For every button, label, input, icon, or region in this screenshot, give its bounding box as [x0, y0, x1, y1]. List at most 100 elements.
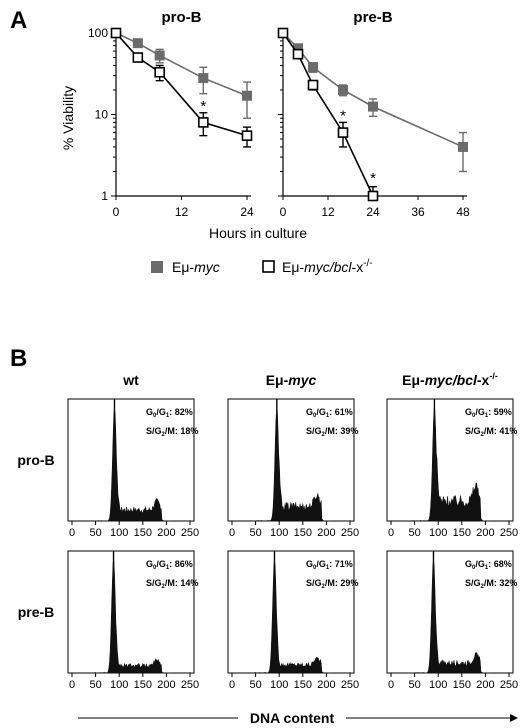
- histogram-x-tick-label: 200: [476, 527, 494, 539]
- histogram-x-tick-label: 250: [181, 679, 199, 691]
- g0g1-percent: G0/G1: 82%: [146, 407, 193, 419]
- histogram-x-tick-label: 250: [341, 527, 359, 539]
- histogram-panel: G0/G1: 86% S/G2/M: 14% 0 50 100 150 200 250: [67, 550, 199, 691]
- histogram-x-tick-label: 50: [89, 527, 101, 539]
- histogram-x-tick-label: 150: [134, 527, 152, 539]
- histogram-x-tick-label: 0: [388, 679, 394, 691]
- data-point-filled: [154, 50, 165, 61]
- x-tick-label: 0: [280, 205, 287, 219]
- histogram-x-tick-label: 100: [270, 527, 288, 539]
- dna-content-histograms: wt Eμ-myc Eμ-myc/bcl-x-/- pro-B pre-B G0/G1: …: [17, 371, 518, 691]
- data-point-open: [367, 190, 379, 202]
- data-point-filled: [198, 73, 209, 84]
- histogram-x-tick-label: 0: [388, 527, 394, 539]
- x-tick-label: 12: [321, 205, 335, 219]
- panel-label-b: B: [10, 345, 27, 372]
- data-point-filled: [308, 62, 318, 73]
- histogram-panel: G0/G1: 59% S/G2/M: 41% 0 50 100 150 200 250: [386, 398, 518, 539]
- histogram-x-tick-label: 150: [453, 679, 471, 691]
- histogram-frame: [67, 398, 195, 522]
- histogram-distribution: [92, 559, 172, 674]
- histogram-x-tick-label: 50: [408, 527, 420, 539]
- histogram-x-tick-label: 50: [249, 527, 261, 539]
- sg2m-percent: S/G2/M: 39%: [306, 426, 358, 438]
- dna-content-axis: DNA content: [78, 710, 518, 726]
- sg2m-percent: S/G2/M: 41%: [465, 426, 517, 438]
- histogram-distribution: [411, 558, 491, 674]
- y-tick-label: 10: [95, 108, 109, 122]
- histogram-frame: [386, 550, 514, 674]
- legend: Eμ-myc Eμ-myc/bcl-x-/-: [151, 258, 373, 275]
- histogram-x-tick-label: 250: [341, 679, 359, 691]
- histogram-x-tick-label: 200: [157, 679, 175, 691]
- x-tick-label: 12: [175, 205, 189, 219]
- y-tick-label: 1: [101, 189, 108, 203]
- data-point-filled: [368, 101, 378, 112]
- histogram-x-tick-label: 200: [317, 527, 335, 539]
- histogram-x-tick-label: 150: [453, 527, 471, 539]
- data-point-open: [154, 66, 165, 78]
- histogram-panel: G0/G1: 71% S/G2/M: 29% 0 50 100 150 200 250: [227, 550, 359, 691]
- data-point-open: [132, 52, 144, 63]
- chart-title: pre-B: [353, 9, 392, 26]
- sg2m-percent: S/G2/M: 32%: [465, 578, 517, 590]
- histogram-x-tick-label: 100: [429, 679, 447, 691]
- x-tick-label: 24: [366, 205, 380, 219]
- histogram-distribution: [252, 558, 332, 674]
- histogram-x-tick-label: 200: [157, 527, 175, 539]
- series-line-1: [115, 32, 248, 137]
- line-chart-pre-b: pre-B 0 12 24 36 48 * *: [277, 9, 470, 219]
- histogram-column-title: wt: [122, 372, 139, 388]
- histogram-xlabel: DNA content: [250, 710, 335, 726]
- data-point-open: [241, 130, 253, 141]
- line-chart-pro-b: pro-B 100 10 10 12 24 *: [88, 9, 254, 219]
- x-tick-label: 0: [113, 205, 120, 219]
- x-tick-label: 36: [411, 205, 425, 219]
- legend-label-ko: Eμ-myc/bcl-x-/-: [282, 258, 373, 275]
- histogram-x-tick-label: 0: [229, 527, 235, 539]
- histogram-x-tick-label: 50: [249, 679, 261, 691]
- histogram-panel: G0/G1: 68% S/G2/M: 32% 0 50 100 150 200 250: [386, 550, 518, 691]
- data-point-open: [198, 117, 209, 128]
- g0g1-percent: G0/G1: 86%: [146, 559, 193, 571]
- histogram-row-title: pro-B: [17, 452, 54, 468]
- chart-title: pro-B: [162, 9, 202, 26]
- data-point-filled: [242, 90, 252, 101]
- dna-arrow-head: [510, 714, 518, 722]
- histogram-x-tick-label: 100: [110, 527, 128, 539]
- histogram-x-tick-label: 0: [69, 679, 75, 691]
- data-point-filled: [338, 84, 348, 95]
- histogram-row-title: pre-B: [18, 604, 55, 620]
- significance-marker: *: [370, 170, 376, 187]
- sg2m-percent: S/G2/M: 29%: [306, 578, 358, 590]
- histogram-column-title: Eμ-myc: [266, 372, 317, 388]
- histogram-x-tick-label: 200: [317, 679, 335, 691]
- viability-charts: % Viability Hours in culture pro-B100101…: [60, 9, 470, 241]
- histogram-x-tick-label: 150: [294, 679, 312, 691]
- histogram-distribution: [252, 407, 332, 522]
- x-tick-label: 24: [240, 205, 254, 219]
- histogram-x-tick-label: 150: [134, 679, 152, 691]
- y-tick-label: 100: [88, 26, 108, 40]
- histogram-x-tick-label: 0: [229, 679, 235, 691]
- legend-label-emyc: Eμ-myc: [172, 259, 220, 275]
- histogram-x-tick-label: 50: [89, 679, 101, 691]
- g0g1-percent: G0/G1: 59%: [465, 407, 512, 419]
- histogram-x-tick-label: 100: [110, 679, 128, 691]
- panel-label-a: A: [10, 7, 27, 34]
- sg2m-percent: S/G2/M: 18%: [146, 426, 198, 438]
- g0g1-percent: G0/G1: 61%: [306, 407, 353, 419]
- histogram-distribution: [92, 406, 172, 522]
- histogram-x-tick-label: 100: [429, 527, 447, 539]
- histogram-x-tick-label: 250: [500, 679, 518, 691]
- histogram-x-tick-label: 250: [500, 527, 518, 539]
- histogram-x-tick-label: 100: [270, 679, 288, 691]
- data-point-filled: [132, 38, 143, 49]
- histogram-frame: [227, 398, 355, 522]
- data-point-filled: [458, 141, 468, 152]
- data-point-filled: [293, 43, 303, 54]
- data-point-open: [337, 127, 349, 138]
- g0g1-percent: G0/G1: 71%: [306, 559, 353, 571]
- data-point-open: [277, 27, 289, 39]
